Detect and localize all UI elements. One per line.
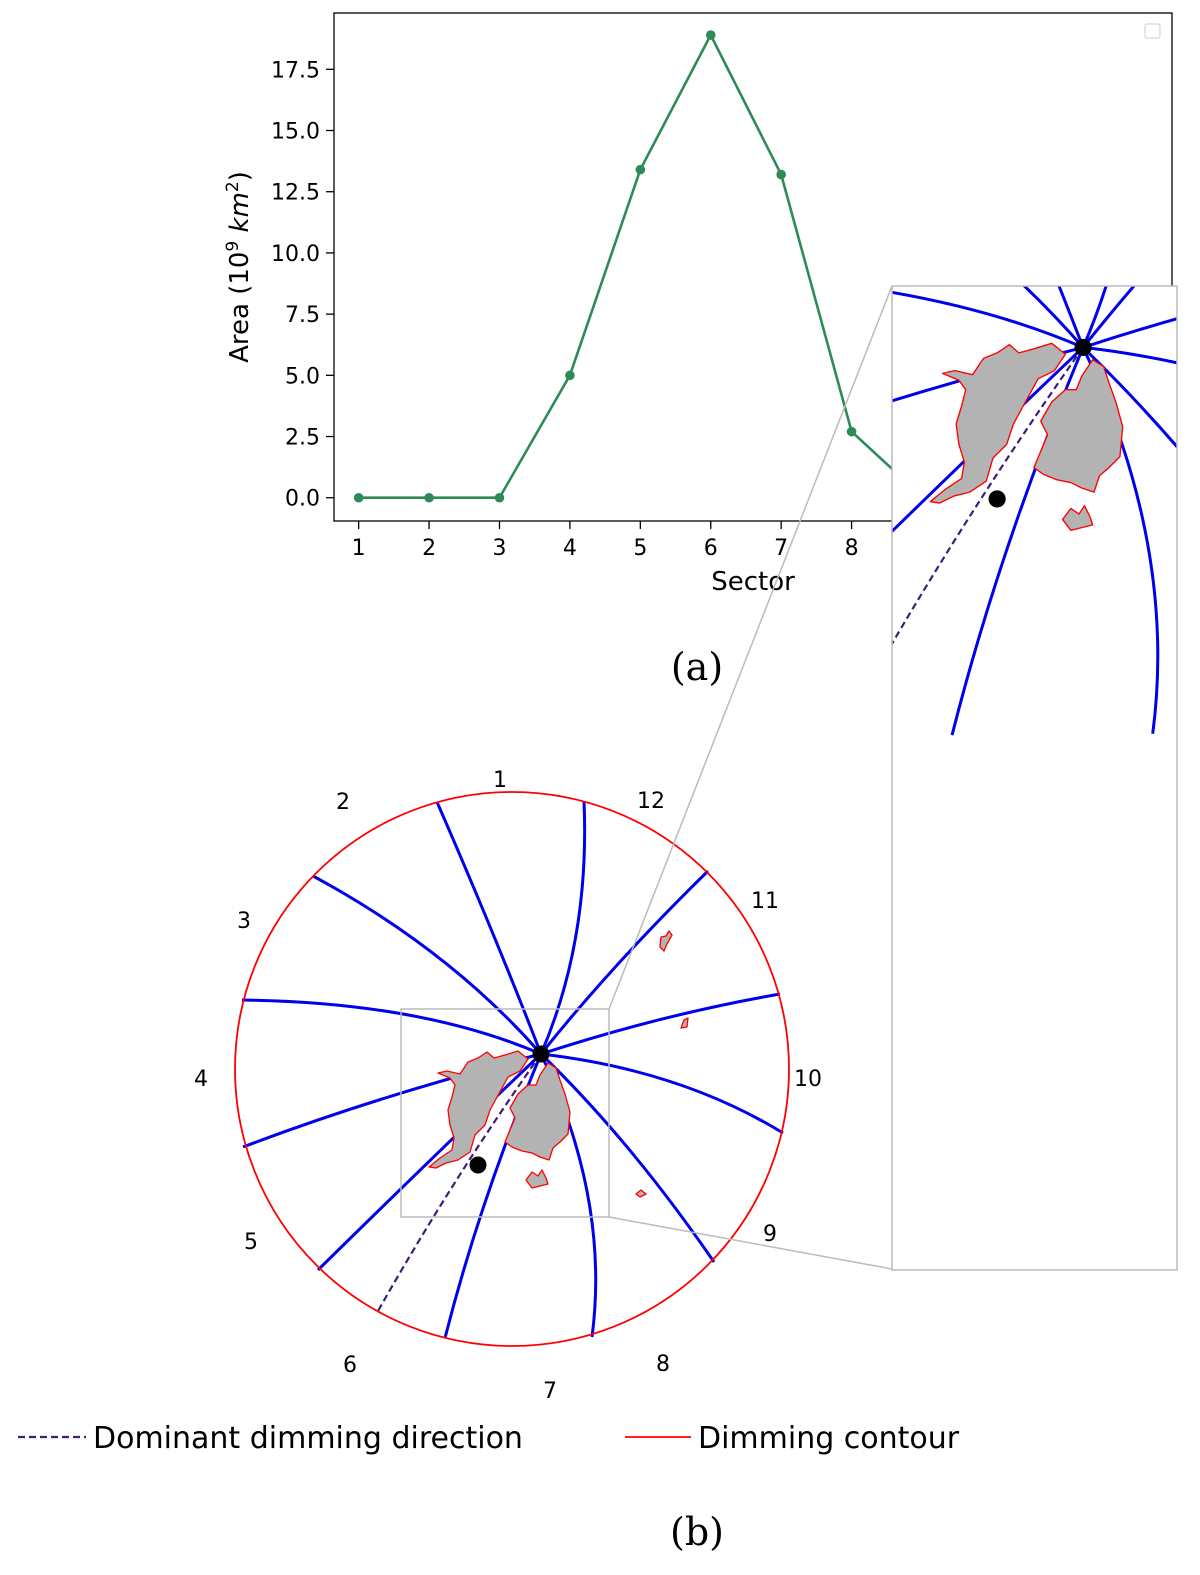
data-point [353,492,364,503]
data-point [494,492,505,503]
panel-b-label: (b) [670,1510,724,1554]
zoom-inset-content [892,286,1177,736]
sector-line [1081,286,1136,349]
y-tick-label: 0.0 [285,487,320,512]
sector-line [1082,345,1177,365]
dimming-region-right [635,1189,647,1198]
dimming-region-lower [1061,505,1094,532]
center-point [1074,338,1092,357]
x-axis-label: Sector [711,567,795,597]
panel-a-label: (a) [671,645,723,689]
y-tick-label: 7.5 [285,303,320,328]
sector-line [539,869,710,1055]
sector-label: 3 [237,909,251,934]
data-point [705,30,716,40]
data-point [565,370,575,381]
x-tick-label: 3 [492,536,506,561]
center-point [532,1045,550,1063]
data-point [776,169,786,180]
x-tick-label: 5 [633,536,647,561]
x-tick-label: 8 [845,536,859,561]
sector-label: 12 [637,789,665,814]
sector-boundary-lines [241,800,784,1339]
y-tick-label: 10.0 [271,242,320,267]
sector-label: 10 [794,1067,822,1092]
sector-label: 11 [751,889,779,914]
dimming-region-main-right [1033,359,1124,493]
dimming-origin-point [469,1156,487,1174]
x-tick-label: 1 [352,536,366,561]
sector-label: 4 [194,1067,208,1092]
dimming-regions [428,930,689,1198]
dimming-region-right [659,930,673,952]
sector-line [1082,317,1177,349]
plot-area-frame [333,12,1173,522]
x-tick-label: 7 [774,536,788,561]
dimming-region-lower [525,1169,549,1189]
legend-label-dimming-contour: Dimming contour [698,1421,960,1456]
y-tick-label: 5.0 [285,364,320,389]
legend-box [1144,23,1161,39]
zoom-inset [891,285,1178,1271]
sector-label: 6 [343,1353,357,1378]
data-point [635,164,646,175]
sector-label: 8 [656,1352,670,1377]
y-tick-label: 2.5 [285,426,320,451]
dimming-origin-point [988,490,1006,508]
sector-label: 7 [543,1379,557,1404]
sector-label: 1 [493,768,507,793]
sector-line [540,992,781,1056]
sector-line [241,998,542,1056]
y-tick-label: 15.0 [271,120,320,145]
dimming-region-main-left [428,1050,529,1169]
sector-line [435,801,543,1055]
sector-line [1022,286,1085,349]
zoom-inset-background [892,286,1177,1270]
y-tick-label: 17.5 [271,58,320,83]
dimming-region-right [680,1017,689,1029]
inset-connector-top [608,285,893,1010]
x-tick-label: 2 [422,536,436,561]
zoom-source-box [400,1008,610,1218]
sector-line [1082,346,1177,449]
y-tick-label: 12.5 [271,181,320,206]
x-tick-label: 4 [563,536,577,561]
data-point [424,492,434,503]
sector-label: 2 [336,790,350,815]
sector-label: 9 [763,1222,777,1247]
sector-line [539,1052,716,1263]
sector-line [312,874,543,1055]
panel-b-legend: Dominant dimming direction Dimming conto… [18,1421,960,1456]
data-point [846,426,857,437]
sector-line [1057,286,1085,348]
sector-line [1081,286,1108,349]
sector-label: 5 [244,1230,258,1255]
y-axis-ticks: 0.0 2.5 5.0 7.5 10.0 12.5 15.0 17.5 [271,58,334,512]
dimming-boundary-circle [234,791,790,1347]
zoom-inset-frame [891,285,1178,1271]
x-tick-label: 6 [704,536,718,561]
sector-line [892,290,1084,349]
legend-label-dominant-direction: Dominant dimming direction [93,1421,523,1456]
dominant-direction-line [377,1053,542,1312]
dimming-region-main-right [504,1062,571,1161]
sector-line [539,800,587,1055]
inset-connector-bottom [608,1216,893,1270]
dominant-direction-line [892,346,1084,646]
dimming-region-main-left [929,342,1067,504]
sector-line [316,1052,543,1272]
sector-line [892,346,1085,534]
y-axis-label: Area (109 km2) [223,171,255,363]
sector-line [540,1052,784,1135]
